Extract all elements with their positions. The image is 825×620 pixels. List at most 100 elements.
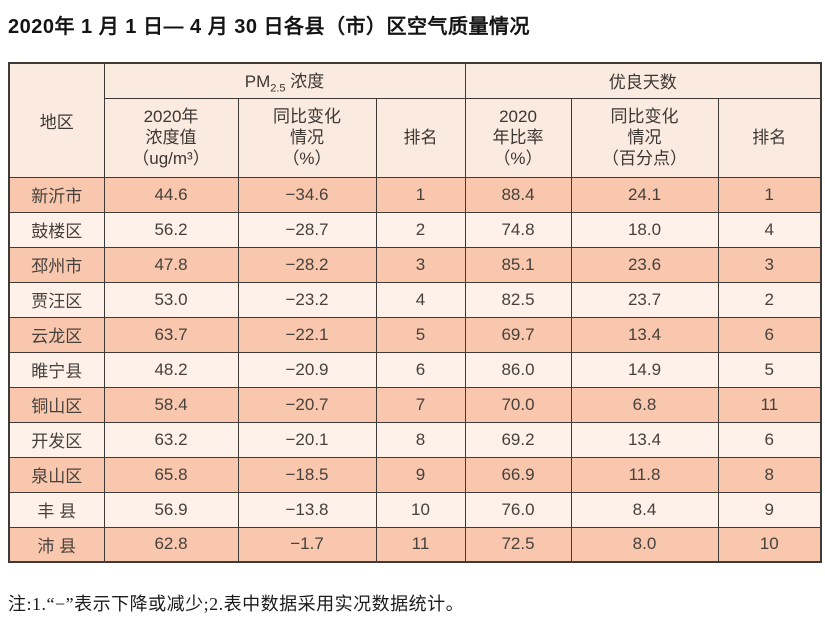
pm-change-cell: −13.8 [237,491,377,528]
pm-value-cell: 53.0 [103,281,239,318]
gd-change-cell: 13.4 [570,316,719,353]
header-gd-rate: 2020 年比率 （%） [464,97,572,178]
gd-rank-cell: 3 [717,246,822,283]
gd-change-cell: 8.0 [570,526,719,563]
region-cell: 新沂市 [8,176,105,213]
pm-rank-cell: 9 [375,456,466,493]
table-row: 沛 县 62.8 −1.7 11 72.5 8.0 10 [8,526,822,563]
footnote: 注:1.“−”表示下降或减少;2.表中数据采用实况数据统计。 [8,594,465,614]
pm-value-cell: 47.8 [103,246,239,283]
pm-value-cell: 63.2 [103,421,239,458]
region-cell: 云龙区 [8,316,105,353]
air-quality-table: 地区 PM2.5 浓度 优良天数 2020年 浓度值 （ug/m³） 同比变化 … [8,62,823,563]
gd-rate-cell: 76.0 [464,491,572,528]
gd-rate-cell: 70.0 [464,386,572,423]
gd-rate-cell: 85.1 [464,246,572,283]
region-cell: 邳州市 [8,246,105,283]
table-row: 云龙区 63.7 −22.1 5 69.7 13.4 6 [8,316,822,353]
gd-change-cell: 8.4 [570,491,719,528]
table-row: 铜山区 58.4 −20.7 7 70.0 6.8 11 [8,386,822,423]
header-pm-change: 同比变化 情况 （%） [237,97,377,178]
pm-rank-cell: 4 [375,281,466,318]
header-gd-change: 同比变化 情况 （百分点） [570,97,719,178]
pm-change-cell: −23.2 [237,281,377,318]
table-row: 贾汪区 53.0 −23.2 4 82.5 23.7 2 [8,281,822,318]
gd-rate-cell: 69.2 [464,421,572,458]
pm-value-cell: 62.8 [103,526,239,563]
gd-change-cell: 11.8 [570,456,719,493]
gd-rate-cell: 88.4 [464,176,572,213]
pm-value-cell: 48.2 [103,351,239,388]
pm-change-cell: −20.1 [237,421,377,458]
pm-rank-cell: 2 [375,211,466,248]
pm25-label-prefix: PM [244,72,271,92]
pm-change-cell: −22.1 [237,316,377,353]
pm-rank-cell: 10 [375,491,466,528]
gd-rank-cell: 6 [717,421,822,458]
region-cell: 开发区 [8,421,105,458]
pm-value-cell: 63.7 [103,316,239,353]
gd-change-cell: 18.0 [570,211,719,248]
region-cell: 睢宁县 [8,351,105,388]
gd-change-cell: 23.6 [570,246,719,283]
region-cell: 丰 县 [8,491,105,528]
gd-change-cell: 23.7 [570,281,719,318]
region-cell: 贾汪区 [8,281,105,318]
gd-rank-cell: 11 [717,386,822,423]
region-cell: 铜山区 [8,386,105,423]
pm25-label-subscript: 2.5 [270,82,286,95]
gd-change-cell: 14.9 [570,351,719,388]
gd-rank-cell: 1 [717,176,822,213]
table-row: 鼓楼区 56.2 −28.7 2 74.8 18.0 4 [8,211,822,248]
table-row: 新沂市 44.6 −34.6 1 88.4 24.1 1 [8,176,822,213]
pm-change-cell: −20.7 [237,386,377,423]
pm-change-cell: −20.9 [237,351,377,388]
gd-rank-cell: 8 [717,456,822,493]
pm-rank-cell: 7 [375,386,466,423]
gd-rank-cell: 2 [717,281,822,318]
pm-rank-cell: 8 [375,421,466,458]
gd-change-cell: 6.8 [570,386,719,423]
pm-value-cell: 44.6 [103,176,239,213]
region-cell: 沛 县 [8,526,105,563]
pm-change-cell: −18.5 [237,456,377,493]
pm-rank-cell: 6 [375,351,466,388]
header-good-days-group: 优良天数 [464,62,822,99]
pm-rank-cell: 1 [375,176,466,213]
gd-rate-cell: 82.5 [464,281,572,318]
gd-rate-cell: 74.8 [464,211,572,248]
header-pm-rank: 排名 [375,97,466,178]
header-gd-rank: 排名 [717,97,822,178]
header-pm-value: 2020年 浓度值 （ug/m³） [103,97,239,178]
pm-change-cell: −1.7 [237,526,377,563]
gd-rate-cell: 69.7 [464,316,572,353]
table-row: 泉山区 65.8 −18.5 9 66.9 11.8 8 [8,456,822,493]
pm-change-cell: −28.7 [237,211,377,248]
group-header-row: 地区 PM2.5 浓度 优良天数 [8,62,822,178]
table-row: 丰 县 56.9 −13.8 10 76.0 8.4 9 [8,491,822,528]
pm-rank-cell: 5 [375,316,466,353]
region-cell: 鼓楼区 [8,211,105,248]
pm-value-cell: 56.2 [103,211,239,248]
gd-rank-cell: 10 [717,526,822,563]
pm-value-cell: 58.4 [103,386,239,423]
table-row: 睢宁县 48.2 −20.9 6 86.0 14.9 5 [8,351,822,388]
gd-rank-cell: 9 [717,491,822,528]
sub-header-row: 2020年 浓度值 （ug/m³） 同比变化 情况 （%） 排名 2020 年比… [9,97,822,178]
region-cell: 泉山区 [8,456,105,493]
header-region: 地区 [8,62,105,178]
pm-change-cell: −34.6 [237,176,377,213]
gd-rate-cell: 72.5 [464,526,572,563]
header-pm25-group: PM2.5 浓度 [103,62,466,99]
pm25-label-suffix: 浓度 [285,72,325,92]
page-title: 2020年 1 月 1 日— 4 月 30 日各县（市）区空气质量情况 [8,16,531,38]
pm-change-cell: −28.2 [237,246,377,283]
table-row: 开发区 63.2 −20.1 8 69.2 13.4 6 [8,421,822,458]
gd-change-cell: 24.1 [570,176,719,213]
pm-rank-cell: 11 [375,526,466,563]
gd-rank-cell: 6 [717,316,822,353]
pm-rank-cell: 3 [375,246,466,283]
gd-rank-cell: 4 [717,211,822,248]
table-body: 新沂市 44.6 −34.6 1 88.4 24.1 1 鼓楼区 56.2 −2… [8,176,822,563]
table-row: 邳州市 47.8 −28.2 3 85.1 23.6 3 [8,246,822,283]
